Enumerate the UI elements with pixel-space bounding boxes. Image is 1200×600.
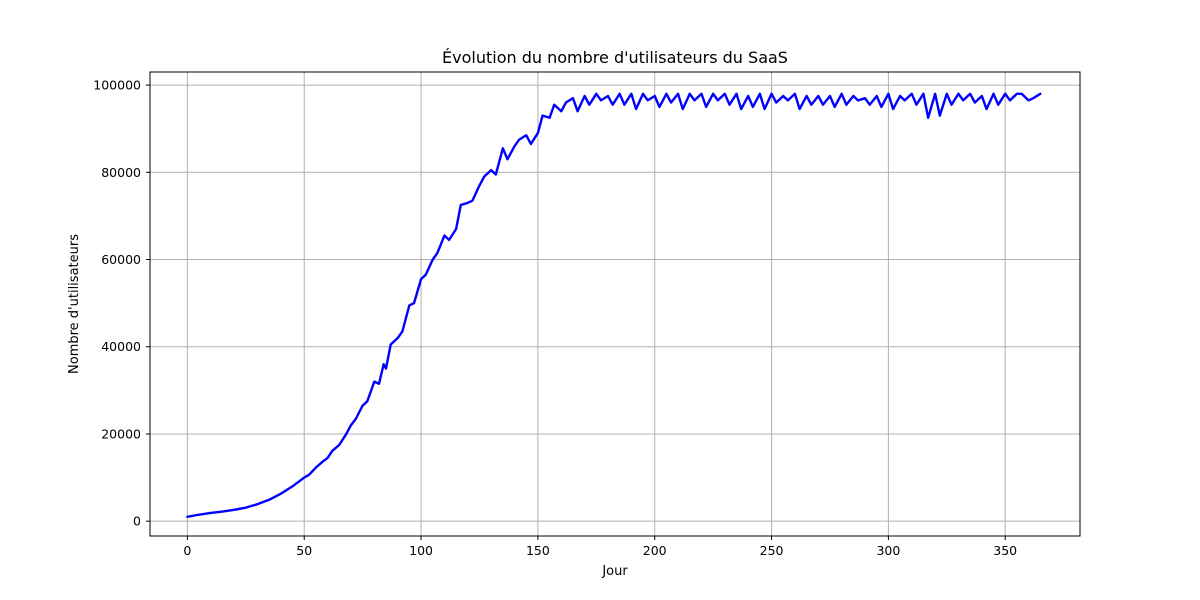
grid-lines	[150, 72, 1080, 536]
y-tick-label: 80000	[101, 165, 141, 180]
y-tick-label: 0	[133, 514, 141, 529]
y-tick-label: 40000	[101, 339, 141, 354]
plot-area	[150, 72, 1080, 536]
y-tick-label: 20000	[101, 426, 141, 441]
x-tick-label: 100	[409, 543, 433, 558]
x-tick-label: 0	[183, 543, 191, 558]
series-line-users	[186, 92, 1042, 519]
axis-ticks: 0 50 100 150 200 250 300 350 0 20000 40000 60000 800…	[93, 78, 1017, 558]
x-tick-label: 300	[876, 543, 900, 558]
x-tick-label: 50	[296, 543, 312, 558]
y-axis-label: Nombre d'utilisateurs	[67, 234, 82, 374]
y-tick-label: 60000	[101, 252, 141, 267]
y-tick-label: 100000	[93, 78, 141, 93]
x-tick-label: 350	[993, 543, 1017, 558]
x-tick-label: 200	[643, 543, 667, 558]
x-tick-label: 250	[760, 543, 784, 558]
chart-title: Évolution du nombre d'utilisateurs du Sa…	[442, 48, 788, 67]
x-tick-label: 150	[526, 543, 550, 558]
x-axis-label: Jour	[601, 564, 628, 579]
axes-frame	[149, 71, 1081, 537]
